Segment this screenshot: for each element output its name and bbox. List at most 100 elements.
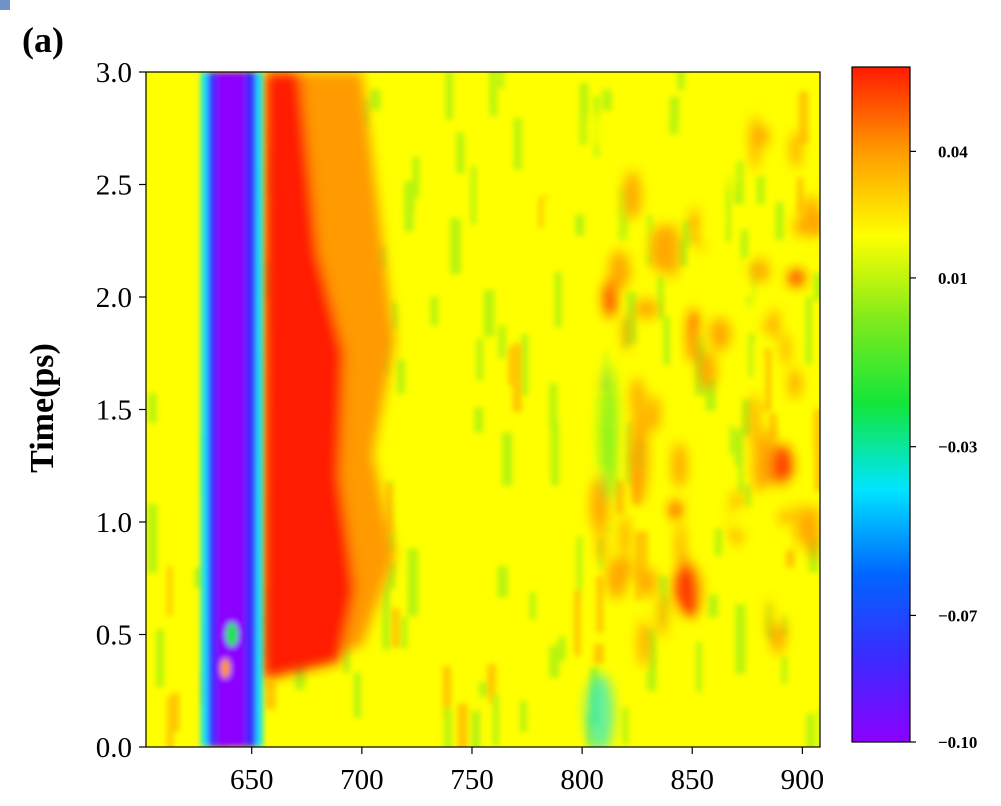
heatmap-patch [697, 350, 717, 390]
heatmap-cell [579, 83, 589, 145]
heatmap-cell [813, 272, 820, 301]
heatmap-cell [744, 484, 752, 508]
heatmap-patch [603, 279, 617, 318]
heatmap-cell [773, 694, 785, 724]
heatmap-cell [385, 561, 396, 589]
heatmap-cell [450, 218, 461, 275]
heatmap-cell [390, 302, 398, 330]
heatmap-cell [575, 214, 585, 236]
heatmap-cell [428, 507, 437, 572]
absorption-band [262, 72, 395, 680]
colorbar-tick-label: 0.04 [938, 142, 968, 161]
heatmap-cell [596, 576, 604, 633]
heatmap-cell [489, 72, 498, 117]
heatmap-cell [615, 480, 625, 514]
heatmap-cell [675, 427, 686, 452]
heatmap-cell [748, 333, 755, 378]
heatmap-cell [661, 396, 667, 422]
heatmap-cell [483, 289, 495, 337]
x-tick-label: 850 [670, 764, 714, 796]
heatmap-patch [771, 580, 785, 628]
heatmap-patch [690, 204, 700, 235]
heatmap-patch [638, 616, 650, 668]
heatmap-cell [550, 698, 557, 732]
heatmap-cell [781, 656, 788, 684]
heatmap-cell [377, 451, 385, 522]
heatmap-cell [725, 172, 731, 242]
y-tick-label: 3.0 [96, 57, 132, 89]
heatmap-cell [353, 672, 361, 718]
heatmap-cell [382, 584, 391, 650]
heatmap-cell [798, 91, 809, 144]
heatmap-cell [501, 432, 513, 486]
heatmap-patch [682, 108, 702, 159]
heatmap-cell [470, 710, 481, 747]
heatmap-cell [171, 693, 180, 732]
heatmap-cell [184, 543, 193, 591]
bleach-spot [225, 622, 238, 647]
heatmap-cell [370, 89, 381, 110]
heatmap-cell [557, 636, 566, 662]
heatmap-cell [186, 216, 196, 282]
heatmap-patch [608, 249, 631, 290]
heatmap-patch [749, 125, 770, 147]
heatmap-cell [682, 220, 692, 247]
heatmap-cell [487, 663, 496, 705]
y-tick-label: 2.5 [96, 170, 132, 202]
heatmap-cell [741, 258, 753, 296]
heatmap-cell [775, 201, 784, 241]
heatmap-cell [608, 292, 617, 361]
y-tick-label: 0.5 [96, 620, 132, 652]
heatmap-cell [474, 407, 484, 433]
heatmap-cell [797, 177, 804, 213]
heatmap-cell [463, 470, 469, 505]
heatmap-cell [448, 448, 460, 509]
heatmap-cell [510, 681, 517, 726]
heatmap-patch [640, 567, 658, 599]
heatmap-cell [386, 444, 397, 476]
heatmap-patch [665, 142, 674, 191]
heatmap-cell [476, 338, 484, 381]
heatmap-cell [663, 316, 670, 366]
heatmap-cell [622, 707, 629, 745]
colorbar-scale [851, 66, 911, 743]
heatmap-patch [647, 395, 661, 432]
heatmap-cell [669, 96, 680, 135]
x-axis: 650 700 750 800 850 900 [230, 747, 824, 796]
heatmap-patch [619, 514, 631, 559]
heatmap-cell [705, 379, 716, 412]
heatmap-cell [269, 681, 275, 708]
heatmap-patch [730, 505, 750, 531]
heatmap-patch [622, 170, 642, 221]
y-tick-label: 1.0 [96, 507, 132, 539]
heatmap-cell [193, 567, 203, 588]
heatmap-cell [541, 270, 547, 291]
heatmap-patch [685, 151, 704, 181]
y-tick-label: 0.0 [96, 732, 132, 764]
heatmap-cell [549, 645, 560, 678]
heatmap-patch [752, 442, 767, 493]
heatmap-cell [498, 325, 506, 359]
heatmap-cell [646, 215, 653, 265]
heatmap-patch [770, 444, 793, 488]
heatmap-cell [763, 637, 773, 661]
heatmap-cell [513, 117, 522, 170]
heatmap-patch [718, 145, 737, 191]
heatmap-cell [769, 413, 777, 438]
heatmap-cell [428, 639, 438, 681]
heatmap-cell [430, 296, 439, 326]
heatmap-cell [719, 116, 729, 149]
heatmap-patch [649, 224, 672, 273]
heatmap-cell [783, 175, 790, 206]
heatmap-cell [391, 608, 400, 648]
x-tick-label: 750 [450, 764, 494, 796]
heatmap-cell [456, 132, 465, 174]
heatmap-patch [708, 317, 731, 352]
plot-area [145, 71, 821, 748]
heatmap-patch [749, 393, 760, 451]
heatmap-patch [790, 131, 802, 168]
heatmap-cell [337, 716, 347, 747]
heatmap-cell [593, 643, 604, 664]
heatmap-cell [574, 589, 581, 656]
